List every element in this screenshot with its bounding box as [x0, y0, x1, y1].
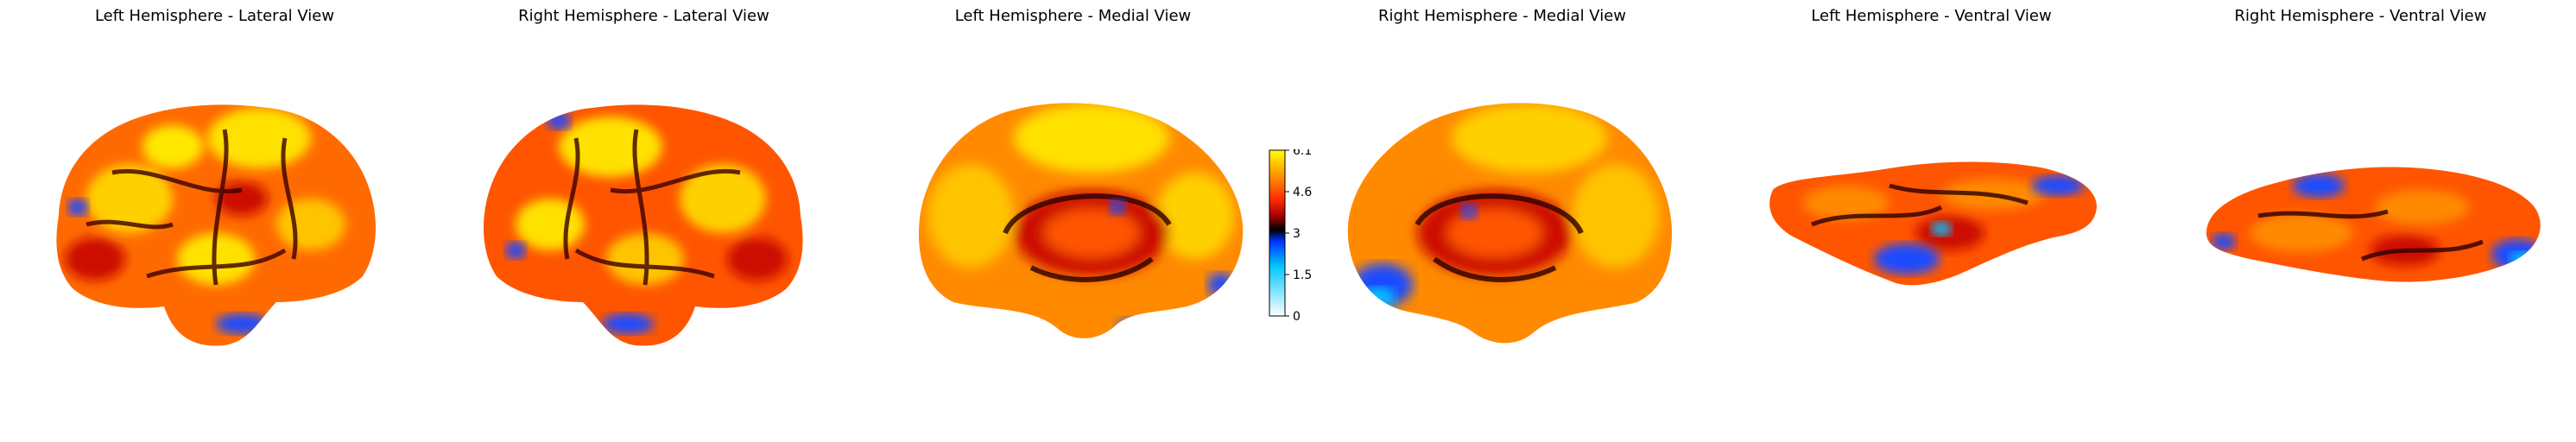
panel-title: Right Hemisphere - Ventral View [2234, 7, 2487, 25]
panel-title: Right Hemisphere - Medial View [1377, 7, 1627, 25]
brain-surface-right-medial-icon [1347, 103, 1672, 344]
panel-right-medial: Right Hemisphere - Medial View [1288, 0, 1717, 442]
colorbar-gradient [1269, 149, 1286, 317]
brain-surface-left-lateral-icon [56, 104, 376, 346]
panel-title: Left Hemisphere - Ventral View [1811, 7, 2052, 25]
panel-title: Left Hemisphere - Lateral View [94, 7, 335, 25]
panel-left-lateral: Left Hemisphere - Lateral View [0, 0, 429, 442]
panel-left-ventral: Left Hemisphere - Ventral View [1717, 0, 2146, 442]
brain-surface-right-lateral-icon [484, 104, 803, 346]
panel-right-ventral: Right Hemisphere - Ventral View [2146, 0, 2575, 442]
panel-title: Right Hemisphere - Lateral View [518, 7, 769, 25]
colorbar-tick: 0 [1293, 310, 1301, 322]
colorbar-tick: 3 [1293, 227, 1301, 241]
colorbar-tick: 6.1 [1293, 149, 1312, 158]
colorbar: 6.1 4.6 3 1.5 0 [1269, 149, 1312, 322]
panel-left-medial: Left Hemisphere - Medial View [858, 0, 1288, 442]
panel-right-lateral: Right Hemisphere - Lateral View [429, 0, 858, 442]
brain-surface-right-ventral-icon [2206, 167, 2541, 282]
colorbar-tick: 1.5 [1293, 268, 1312, 282]
colorbar-tick: 4.6 [1293, 186, 1312, 199]
panel-title: Left Hemisphere - Medial View [954, 7, 1192, 25]
brain-surface-left-medial-icon [919, 103, 1244, 338]
brain-surface-left-ventral-icon [1769, 161, 2097, 286]
